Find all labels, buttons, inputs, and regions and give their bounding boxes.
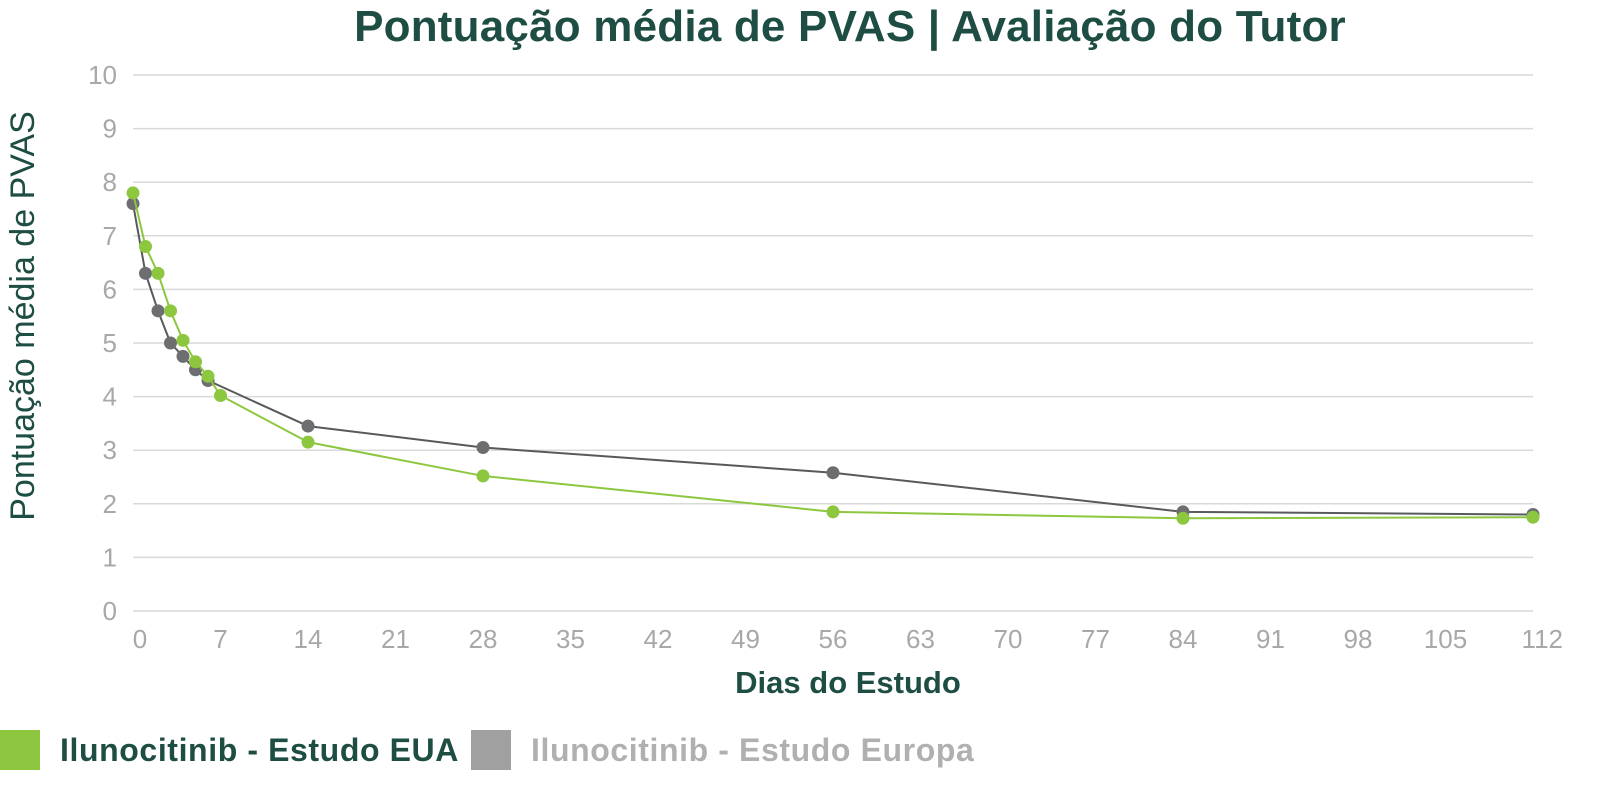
y-tick-label: 8 <box>103 167 117 197</box>
data-point-europa <box>151 304 165 318</box>
x-axis-title: Dias do Estudo <box>735 665 961 700</box>
data-point-eua <box>301 435 315 449</box>
y-tick-label: 7 <box>103 221 117 251</box>
data-point-europa <box>301 419 315 433</box>
x-tick-label: 56 <box>819 624 848 654</box>
x-tick-label: 98 <box>1344 624 1373 654</box>
x-tick-label: 14 <box>294 624 323 654</box>
data-point-eua <box>164 304 177 318</box>
data-point-europa <box>826 466 840 480</box>
legend-swatch-europa <box>470 730 511 770</box>
legend: Ilunocitinib - Estudo EUA Ilunocitinib -… <box>0 727 986 773</box>
data-point-eua <box>126 186 140 200</box>
x-tick-label: 28 <box>469 624 498 654</box>
y-axis-title: Pontuação média de PVAS <box>4 111 42 521</box>
x-tick-label: 84 <box>1169 624 1198 654</box>
chart-title: Pontuação média de PVAS | Avaliação do T… <box>354 2 1346 51</box>
y-tick-label: 6 <box>103 274 117 304</box>
data-point-europa <box>176 349 190 363</box>
x-tick-label: 105 <box>1424 624 1467 654</box>
x-tick-label: 0 <box>133 624 147 654</box>
x-tick-label: 91 <box>1256 624 1285 654</box>
data-point-europa <box>164 336 177 350</box>
x-tick-label: 7 <box>213 624 227 654</box>
y-tick-label: 1 <box>103 542 117 572</box>
data-point-eua <box>1526 510 1540 524</box>
y-axis-ticks: 0 1 2 3 4 5 6 7 8 9 10 <box>88 60 117 626</box>
legend-item-eua: Ilunocitinib - Estudo EUA <box>0 730 459 770</box>
data-point-eua <box>476 469 490 483</box>
data-point-eua <box>826 505 840 519</box>
x-tick-label: 35 <box>556 624 585 654</box>
y-tick-label: 10 <box>88 60 117 90</box>
data-point-eua <box>214 389 227 403</box>
legend-label-eua: Ilunocitinib - Estudo EUA <box>60 731 459 768</box>
y-tick-label: 3 <box>103 435 117 465</box>
series-europa <box>126 197 1540 522</box>
data-point-europa <box>139 266 152 280</box>
data-point-eua <box>1176 511 1190 525</box>
x-axis-ticks: 0 7 14 21 28 35 42 49 56 63 70 77 84 91 98 105 112 <box>133 624 1563 654</box>
x-tick-label: 49 <box>731 624 760 654</box>
data-point-eua <box>139 240 152 254</box>
data-point-europa <box>476 441 490 455</box>
data-point-eua <box>201 369 215 383</box>
x-tick-label: 70 <box>994 624 1023 654</box>
data-point-eua <box>176 333 190 347</box>
legend-swatch-eua <box>0 730 40 770</box>
y-tick-label: 9 <box>103 114 117 144</box>
gridlines <box>133 74 1533 612</box>
legend-label-europa: Ilunocitinib - Estudo Europa <box>530 731 975 768</box>
series-layer <box>126 186 1540 525</box>
y-tick-label: 5 <box>103 328 117 358</box>
data-point-eua <box>151 266 165 280</box>
series-eua <box>126 186 1540 525</box>
data-point-eua <box>189 355 202 369</box>
y-tick-label: 0 <box>103 596 117 626</box>
x-tick-label: 112 <box>1522 624 1563 654</box>
y-tick-label: 4 <box>103 382 117 412</box>
x-tick-label: 63 <box>906 624 935 654</box>
x-tick-label: 77 <box>1081 624 1110 654</box>
x-tick-label: 42 <box>644 624 673 654</box>
legend-item-europa: Ilunocitinib - Estudo Europa <box>470 730 975 770</box>
y-tick-label: 2 <box>103 489 117 519</box>
x-tick-label: 21 <box>381 624 410 654</box>
